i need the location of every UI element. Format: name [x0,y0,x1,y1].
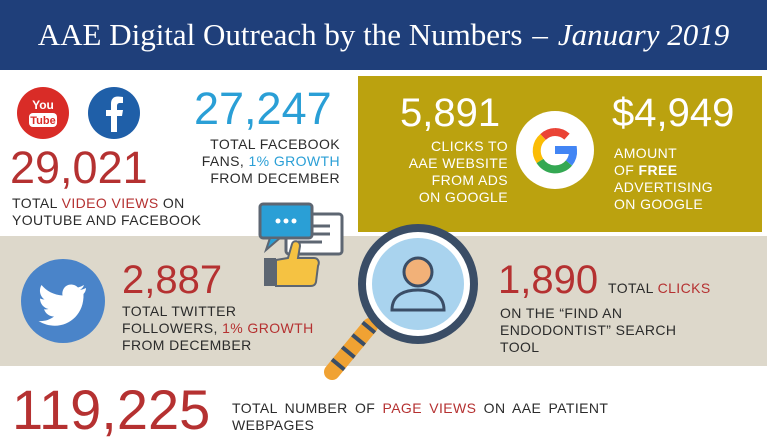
google-clicks-number: 5,891 [400,91,501,135]
twitter-icon [20,258,106,344]
advertising-line1: AMOUNT [614,145,678,161]
free-advertising-label: AMOUNT OF FREE ADVERTISING ON GOOGLE [614,145,754,213]
free-advertising-number: $4,949 [612,91,735,135]
advertising-line2-prefix: OF [614,162,639,178]
page-views-suffix: ON AAE PATIENT [476,400,609,416]
facebook-fans-label: TOTAL FACEBOOK FANS, 1% GROWTH FROM DECE… [190,136,340,187]
title-bar: AAE Digital Outreach by the Numbers – Ja… [0,0,767,70]
bottom-band [0,366,767,447]
google-clicks-label: CLICKS TO AAE WEBSITE FROM ADS ON GOOGLE [372,138,508,206]
youtube-logo-bottom: Tube [30,115,55,127]
twitter-growth: 1% GROWTH [222,320,314,336]
facebook-line1: TOTAL FACEBOOK [210,136,340,152]
page-views-label: TOTAL NUMBER OF PAGE VIEWS ON AAE PATIEN… [232,400,702,434]
page-views-highlight: PAGE VIEWS [382,400,477,416]
advertising-free: FREE [638,162,678,178]
twitter-line2-prefix: FOLLOWERS, [122,320,223,336]
advertising-line4: ON GOOGLE [614,196,704,212]
google-clicks-line2: AAE WEBSITE [408,155,508,171]
find-line2: ON THE “FIND AN [500,305,623,321]
google-clicks-line3: FROM ADS [431,172,508,188]
chat-thumbs-up-icon [256,198,348,290]
magnifier-user-icon [318,214,488,384]
video-views-highlight: VIDEO VIEWS [61,195,159,211]
twitter-followers-label: TOTAL TWITTER FOLLOWERS, 1% GROWTH FROM … [122,303,332,354]
find-endodontist-number: 1,890 [498,258,599,302]
youtube-icon: You Tube [16,86,70,140]
facebook-line3: FROM DECEMBER [210,170,340,186]
google-icon [515,110,595,190]
find-clicks: CLICKS [657,280,711,296]
facebook-growth: 1% GROWTH [248,153,340,169]
find-endodontist-line1: TOTAL CLICKS [608,280,758,297]
find-line4: TOOL [500,339,540,355]
twitter-line1: TOTAL TWITTER [122,303,237,319]
video-views-prefix: TOTAL [12,195,62,211]
page-views-number: 119,225 [12,378,211,441]
title-main: AAE Digital Outreach by the Numbers [37,17,523,52]
find-line1-prefix: TOTAL [608,280,658,296]
facebook-fans-number: 27,247 [194,83,332,134]
video-views-line2: YOUTUBE AND FACEBOOK [12,212,202,228]
video-views-label: TOTAL VIDEO VIEWS ON YOUTUBE AND FACEBOO… [12,195,252,229]
google-clicks-line1: CLICKS TO [431,138,508,154]
title-dash: – [532,17,548,52]
video-views-suffix: ON [158,195,185,211]
advertising-line3: ADVERTISING [614,179,714,195]
title-date: January 2019 [557,17,730,52]
page-views-line2: WEBPAGES [232,417,315,433]
find-endodontist-label: ON THE “FIND AN ENDODONTIST” SEARCH TOOL [500,305,740,356]
twitter-line3: FROM DECEMBER [122,337,252,353]
find-line3: ENDODONTIST” SEARCH [500,322,677,338]
facebook-icon [87,86,141,140]
video-views-number: 29,021 [10,142,148,193]
page-views-prefix: TOTAL NUMBER OF [232,400,383,416]
google-clicks-line4: ON GOOGLE [418,189,508,205]
twitter-followers-number: 2,887 [122,258,223,302]
youtube-logo-top: You [32,98,54,112]
facebook-line2-prefix: FANS, [201,153,249,169]
